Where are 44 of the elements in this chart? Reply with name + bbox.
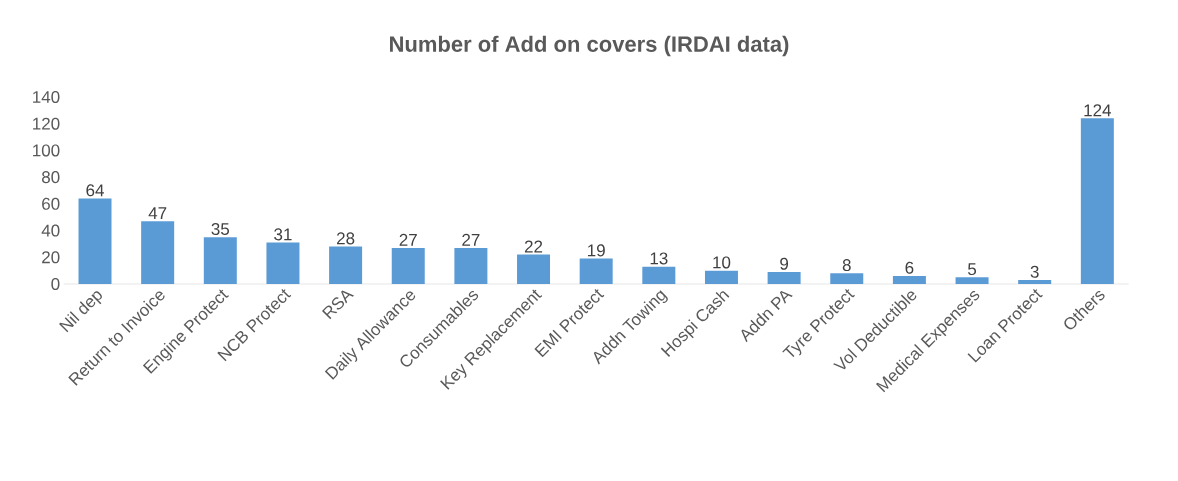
- data-label: 64: [86, 184, 104, 197]
- bar: [767, 271, 801, 284]
- data-label: 124: [1084, 104, 1112, 117]
- data-label: 9: [780, 257, 789, 270]
- y-tick-label: 140: [33, 90, 60, 104]
- y-tick-label: 80: [41, 171, 60, 184]
- data-label: 27: [399, 233, 417, 246]
- y-tick-label: 0: [51, 277, 60, 291]
- y-tick-label: 20: [42, 251, 60, 264]
- y-tick-label: 100: [33, 144, 60, 157]
- y-tick-label: 60: [42, 197, 60, 210]
- data-label: 28: [337, 232, 355, 245]
- data-label: 47: [148, 207, 167, 220]
- bar: [517, 254, 551, 284]
- data-label: 3: [1030, 265, 1039, 278]
- bar: [579, 258, 613, 284]
- bar: [329, 246, 363, 284]
- x-tick-label: Nil dep: [59, 291, 102, 333]
- data-label: 27: [462, 233, 480, 246]
- bar: [1018, 279, 1052, 284]
- bar: [955, 277, 989, 284]
- bar: [266, 242, 300, 284]
- bar: [830, 273, 864, 284]
- data-label: 35: [211, 223, 230, 236]
- data-label: 22: [524, 240, 543, 253]
- bar: [141, 221, 175, 284]
- bar: [704, 270, 738, 284]
- data-label: 19: [588, 244, 605, 257]
- bar: [892, 275, 926, 284]
- data-label: 8: [842, 259, 851, 272]
- bar: [78, 198, 112, 284]
- y-tick-label: 120: [33, 117, 60, 130]
- bar: [391, 247, 425, 284]
- bar: [1080, 118, 1114, 284]
- data-label: 10: [713, 256, 731, 269]
- data-label: 5: [968, 263, 977, 276]
- data-label: 31: [274, 228, 292, 241]
- data-label: 6: [905, 261, 914, 274]
- bar: [203, 237, 237, 284]
- data-label: 13: [650, 252, 668, 265]
- chart-title: Number of Add on covers (IRDAI data): [390, 35, 789, 57]
- y-tick-label: 40: [41, 224, 60, 237]
- bar: [454, 247, 488, 284]
- bar: [642, 266, 676, 284]
